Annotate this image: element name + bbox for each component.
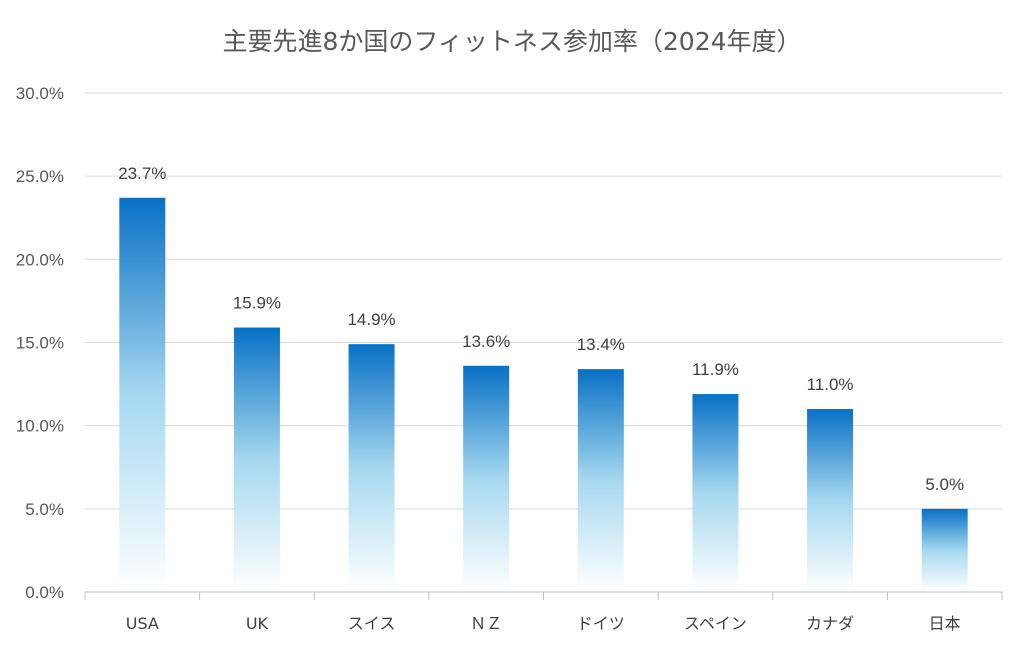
y-tick-label: 20.0%	[16, 250, 64, 269]
data-label: 13.6%	[462, 332, 510, 351]
x-category-label: スイス	[348, 614, 396, 633]
x-axis	[84, 591, 1003, 600]
bars	[119, 197, 968, 593]
y-tick-label: 30.0%	[16, 84, 64, 103]
data-label: 11.9%	[692, 360, 739, 379]
x-category-label: スペイン	[684, 614, 747, 633]
bar	[233, 327, 280, 592]
chart-title: 主要先進8か国のフィットネス参加率（2024年度）	[222, 27, 801, 56]
y-tick-label: 15.0%	[16, 334, 64, 353]
data-label: 15.9%	[233, 294, 281, 313]
data-label: 14.9%	[347, 310, 395, 329]
data-label: 13.4%	[577, 335, 625, 354]
bar	[577, 369, 624, 592]
y-tick-label: 10.0%	[16, 417, 64, 436]
y-tick-label: 0.0%	[25, 583, 64, 602]
data-label: 23.7%	[118, 164, 166, 183]
bar	[463, 365, 510, 592]
y-tick-label: 25.0%	[16, 167, 64, 186]
bar	[807, 409, 854, 592]
x-category-label: 日本	[929, 614, 961, 633]
x-category-label: ドイツ	[577, 614, 625, 633]
data-labels: 23.7% 15.9% 14.9% 13.6% 13.4% 11.9% 11.0% 5.0%	[118, 164, 964, 494]
data-label: 5.0%	[925, 475, 964, 494]
bar	[692, 394, 739, 592]
bar	[921, 508, 968, 592]
gridlines	[85, 92, 1002, 510]
x-category-label: ＮＺ	[470, 614, 502, 633]
bar	[119, 197, 166, 593]
x-category-label: UK	[246, 614, 269, 633]
y-axis-ticks: 0.0% 5.0% 10.0% 15.0% 20.0% 25.0% 30.0%	[16, 84, 64, 602]
x-category-label: USA	[126, 614, 159, 633]
y-tick-label: 5.0%	[25, 500, 64, 519]
data-label: 11.0%	[807, 375, 854, 394]
x-axis-categories: USA UK スイス ＮＺ ドイツ スペイン カナダ 日本	[126, 614, 961, 633]
x-category-label: カナダ	[806, 614, 854, 633]
bar	[348, 344, 395, 592]
